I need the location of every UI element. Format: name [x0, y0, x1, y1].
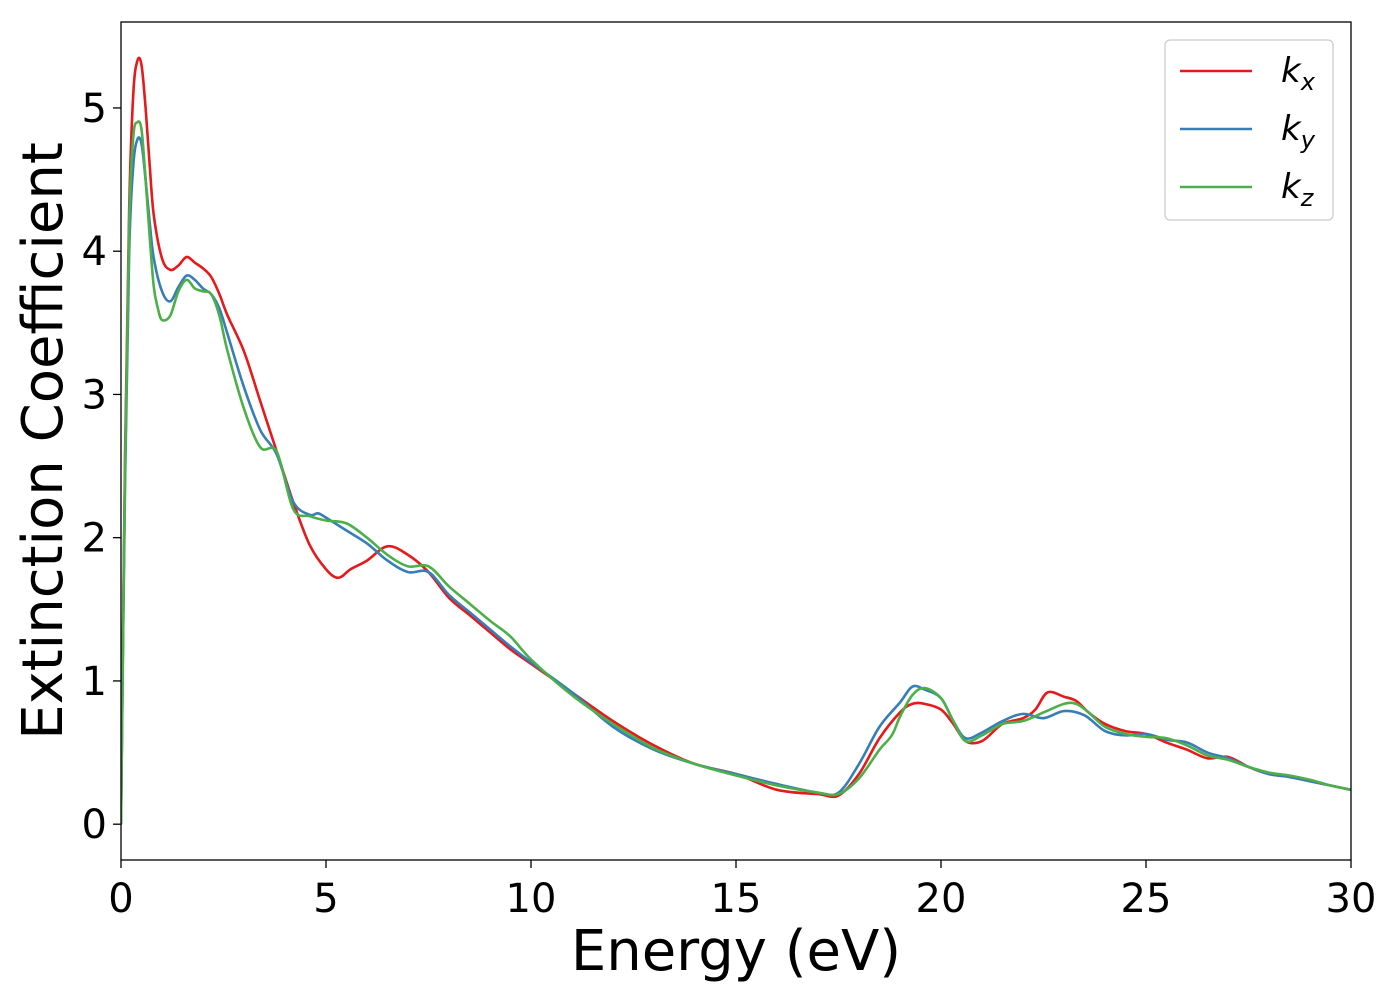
y-tick-label: 0 [82, 802, 107, 848]
y-tick-label: 2 [82, 516, 107, 562]
x-tick-label: 5 [313, 876, 338, 922]
series-line-z [121, 120, 1351, 825]
legend: kx ky kz [1164, 39, 1334, 221]
x-tick-label: 10 [506, 876, 557, 922]
y-tick-label: 1 [82, 659, 107, 705]
legend-label-y: ky [1281, 109, 1316, 154]
y-tick-label: 5 [82, 86, 107, 132]
x-tick-label: 30 [1326, 876, 1377, 922]
x-tick-label: 20 [916, 876, 967, 922]
legend-label-x: kx [1281, 51, 1316, 96]
x-tick-label: 15 [711, 876, 762, 922]
series-line-y [121, 136, 1351, 825]
x-axis-title: Energy (eV) [571, 919, 901, 984]
series-layer [121, 56, 1351, 825]
x-axis: 0 5 10 15 20 25 30 [108, 860, 1376, 922]
x-tick-label: 25 [1121, 876, 1172, 922]
y-axis: 0 1 2 3 4 5 [82, 86, 121, 848]
y-axis-title: Extinction Coefficient [11, 142, 76, 740]
y-tick-label: 4 [82, 229, 107, 275]
x-tick-label: 0 [108, 876, 133, 922]
y-tick-label: 3 [82, 372, 107, 418]
legend-label-z: kz [1281, 167, 1315, 212]
